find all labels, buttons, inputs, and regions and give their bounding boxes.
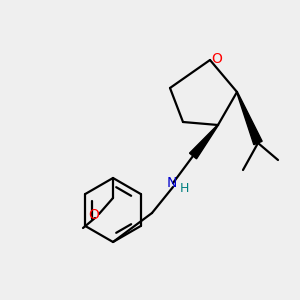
Text: N: N <box>167 176 177 190</box>
Text: O: O <box>88 208 99 222</box>
Polygon shape <box>237 92 262 145</box>
Text: H: H <box>179 182 189 196</box>
Polygon shape <box>190 125 218 159</box>
Text: O: O <box>212 52 222 66</box>
